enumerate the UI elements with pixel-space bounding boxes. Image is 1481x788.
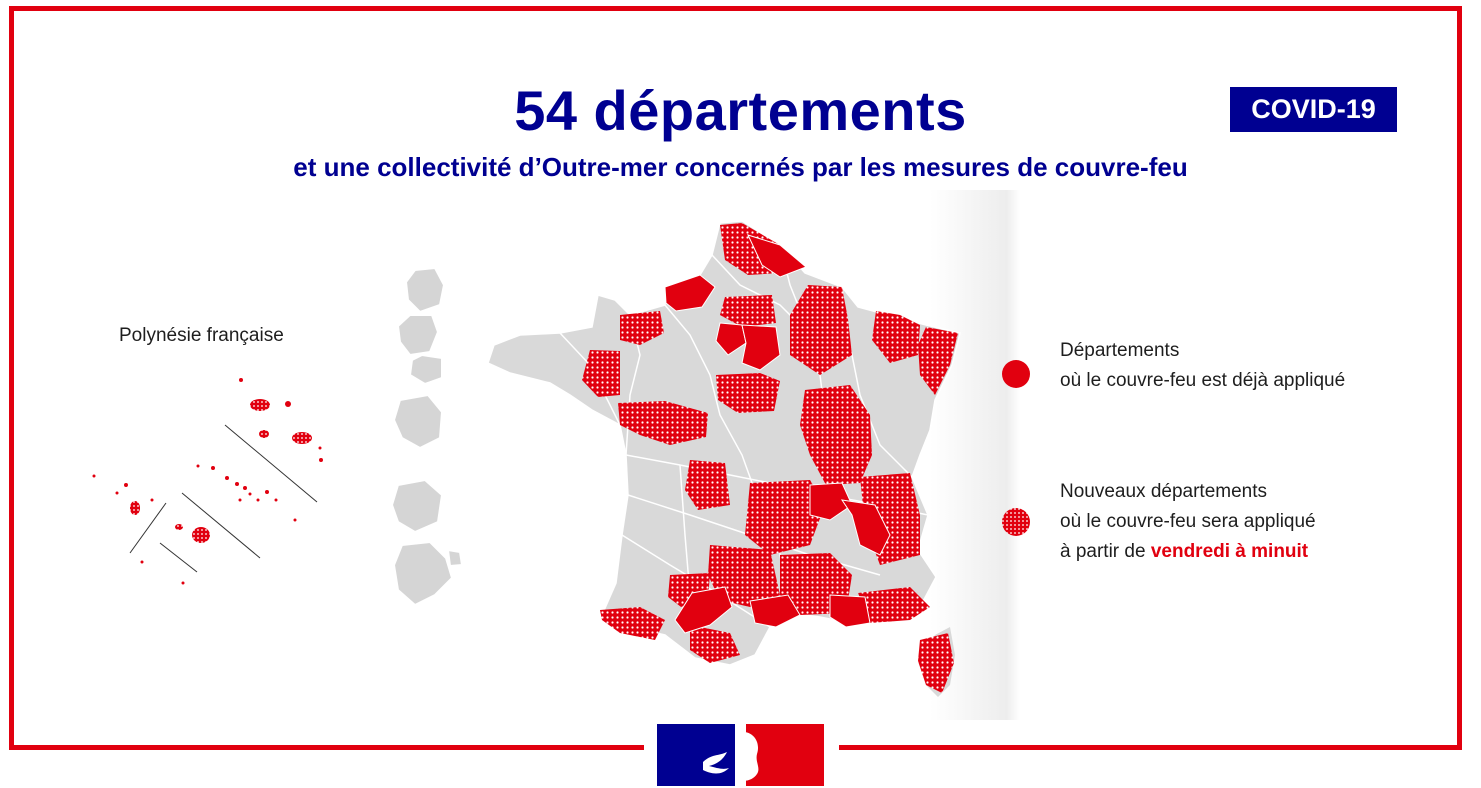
legend-new-dot — [1002, 508, 1030, 536]
legend-existing-text: Départements où le couvre-feu est déjà a… — [1060, 336, 1345, 396]
legend-new-highlight: vendredi à minuit — [1150, 541, 1309, 562]
legend-new-line1: Nouveaux départements — [1060, 481, 1268, 502]
page-title: 54 départements — [514, 79, 967, 142]
legend-new-text: Nouveaux départements où le couvre-feu s… — [1060, 477, 1316, 567]
legend-new-prefix: à partir de — [1060, 541, 1151, 562]
legend-existing-line1: Départements — [1060, 340, 1180, 361]
france-map — [487, 220, 961, 697]
polynesie-map — [92, 378, 323, 585]
legend-existing-dot — [1002, 360, 1030, 388]
existing-departments — [664, 234, 891, 634]
covid-badge: COVID-19 — [1230, 87, 1397, 132]
marianne-logo — [657, 724, 824, 786]
legend-new-line3: à partir de vendredi à minuit — [1060, 537, 1316, 567]
legend-existing-line2: où le couvre-feu est déjà appliqué — [1060, 370, 1346, 391]
paris-region-zoom — [390, 266, 464, 607]
legend-new-line2: où le couvre-feu sera appliqué — [1060, 511, 1316, 532]
polynesie-label: Polynésie française — [119, 325, 284, 346]
page-subtitle: et une collectivité d’Outre-mer concerné… — [293, 152, 1188, 182]
